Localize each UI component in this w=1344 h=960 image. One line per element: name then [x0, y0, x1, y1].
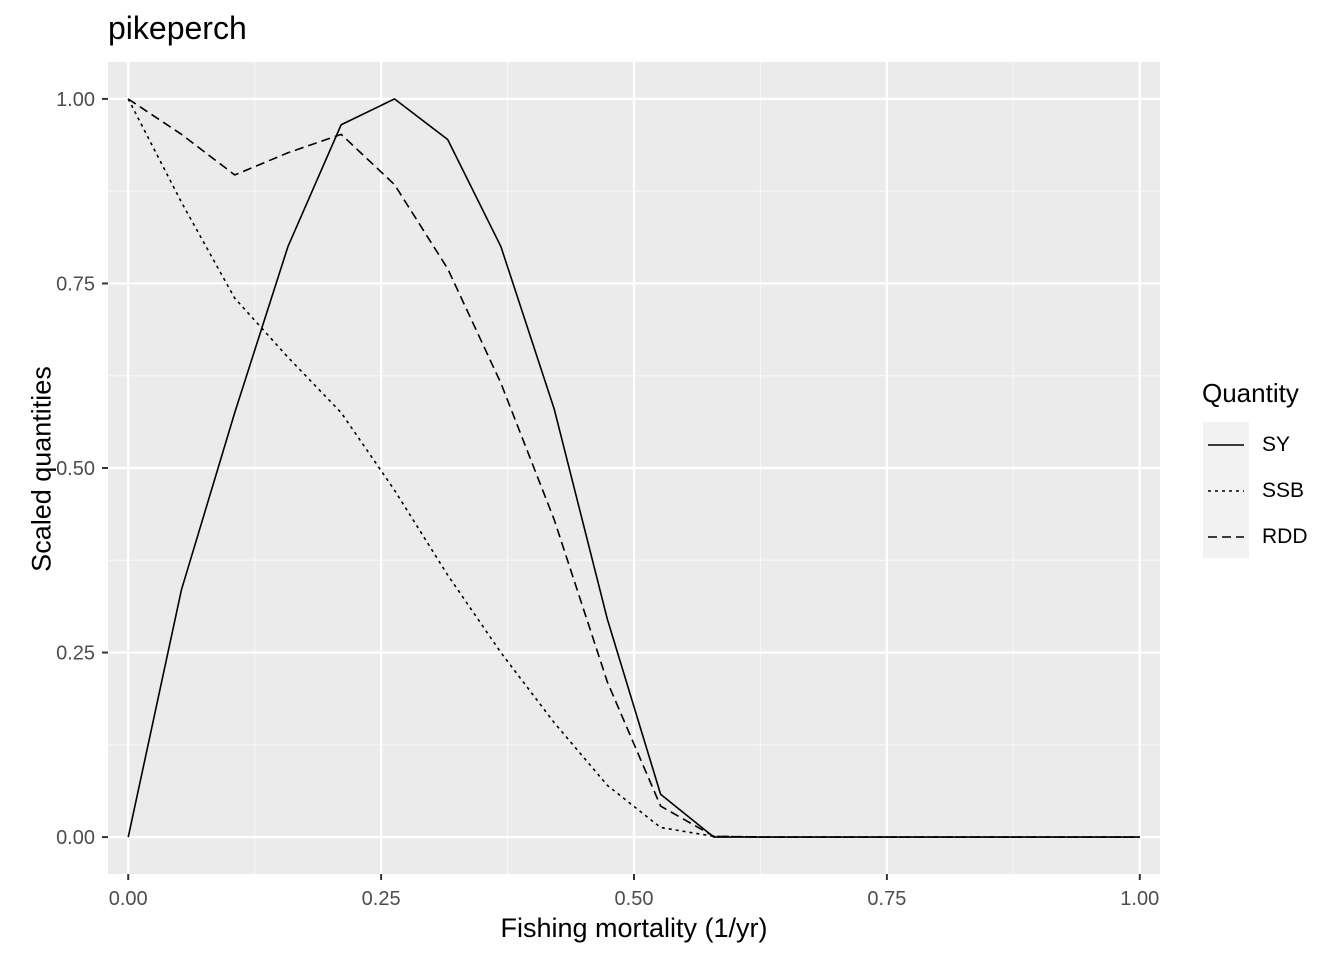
- legend-label-ssb: SSB: [1262, 479, 1305, 502]
- series-lines: [127, 98, 1140, 838]
- chart-title: pikeperch: [108, 10, 247, 46]
- y-tick-label: 0.25: [56, 643, 95, 665]
- series-line-ssb: [127, 98, 1140, 838]
- tick-labels: 0.00 0.25 0.50 0.75 1.00 0.00 0.25 0.50 0.75 1.00: [56, 89, 1159, 910]
- x-tick-label: 0.25: [362, 888, 401, 910]
- x-tick-label: 1.00: [1120, 888, 1159, 910]
- x-tick-label: 0.00: [109, 888, 148, 910]
- y-tick-label: 1.00: [56, 89, 95, 111]
- y-tick-label: 0.50: [56, 458, 95, 480]
- major-gridlines: [108, 62, 1160, 874]
- legend-label-sy: SY: [1262, 433, 1291, 456]
- y-axis-label: Scaled quantities: [26, 366, 57, 572]
- axis-ticks: [102, 97, 1141, 880]
- y-tick-label: 0.00: [56, 827, 95, 849]
- legend-keys: [1208, 444, 1244, 538]
- series-line-rdd: [127, 98, 1140, 838]
- x-tick-label: 0.50: [615, 888, 654, 910]
- legend-label-rdd: RDD: [1262, 525, 1308, 548]
- x-tick-label: 0.75: [867, 888, 906, 910]
- y-tick-label: 0.75: [56, 273, 95, 295]
- legend-title: Quantity: [1202, 378, 1299, 408]
- x-axis-label: Fishing mortality (1/yr): [500, 913, 768, 943]
